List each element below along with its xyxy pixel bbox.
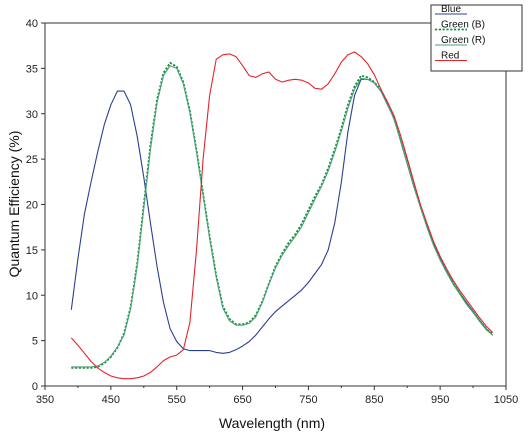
series-line-red <box>70 51 494 380</box>
y-tick-label: 10 <box>26 290 38 302</box>
y-tick-label: 25 <box>26 154 38 166</box>
legend-label: Green (R) <box>441 35 485 46</box>
legend-label: Green (B) <box>441 20 485 31</box>
series-line-green-r <box>71 65 494 368</box>
y-tick-label: 15 <box>26 245 38 257</box>
x-tick-label: 650 <box>233 394 251 406</box>
y-tick-label: 20 <box>26 200 38 212</box>
legend: Blue Green (B) Green (R) Red <box>430 4 523 72</box>
x-axis: 350 450 550 650 750 850 950 1050 <box>36 386 518 406</box>
y-tick-label: 30 <box>26 109 38 121</box>
y-tick-label: 0 <box>32 381 38 393</box>
series-line-green-b <box>71 62 494 369</box>
x-tick-label: 750 <box>299 394 317 406</box>
legend-label: Blue <box>441 4 461 15</box>
x-tick-label: 450 <box>102 394 120 406</box>
y-tick-label: 35 <box>26 63 38 75</box>
y-tick-label: 5 <box>32 336 38 348</box>
x-tick-label: 1050 <box>494 394 518 406</box>
series-layer <box>70 51 494 380</box>
y-tick-label: 40 <box>26 18 38 30</box>
x-axis-title: Wavelength (nm) <box>219 415 325 431</box>
x-tick-label: 350 <box>36 394 54 406</box>
legend-label: Red <box>441 51 459 62</box>
y-axis-title: Quantum Efficiency (%) <box>6 131 22 278</box>
x-tick-label: 950 <box>431 394 449 406</box>
x-tick-label: 850 <box>365 394 383 406</box>
y-axis: 0 5 10 15 20 25 30 35 40 <box>26 18 45 393</box>
x-tick-label: 550 <box>168 394 186 406</box>
